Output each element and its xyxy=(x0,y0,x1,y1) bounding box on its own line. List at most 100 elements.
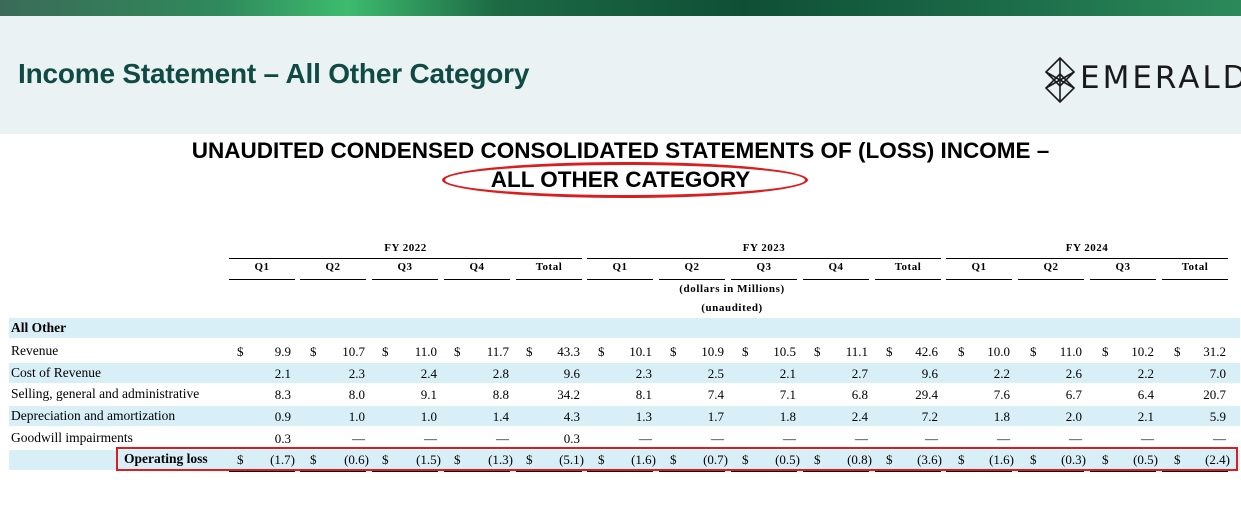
audit-note: (unaudited) xyxy=(701,302,763,314)
fiscal-year-header: FY 2022 xyxy=(384,242,427,254)
table-cell: 43.3 xyxy=(557,344,580,359)
column-header-rule xyxy=(731,279,797,280)
column-header: Total xyxy=(535,261,563,273)
table-cell: 31.2 xyxy=(1203,344,1226,359)
table-cell: 2.2 xyxy=(1137,366,1154,381)
table-cell: 34.2 xyxy=(557,387,580,402)
table-cell: 2.0 xyxy=(1065,409,1082,424)
currency-symbol: $ xyxy=(670,344,677,359)
row-label: Cost of Revenue xyxy=(11,365,101,380)
column-header-rule xyxy=(587,279,653,280)
total-cell: (1.7) xyxy=(270,452,295,467)
table-cell: — xyxy=(783,431,796,446)
table-cell: 1.4 xyxy=(492,409,509,424)
table-cell: 9.6 xyxy=(563,366,580,381)
column-header: Q1 xyxy=(612,261,628,273)
table-cell: 8.1 xyxy=(635,387,652,402)
fiscal-year-rule xyxy=(587,258,941,259)
column-header-rule xyxy=(372,279,438,280)
currency-symbol: $ xyxy=(958,452,965,467)
table-cell: 2.4 xyxy=(851,409,868,424)
table-cell: 20.7 xyxy=(1203,387,1226,402)
row-band xyxy=(9,406,1240,426)
statement-heading: UNAUDITED CONDENSED CONSOLIDATED STATEME… xyxy=(191,138,1050,163)
table-cell: 8.8 xyxy=(492,387,509,402)
table-cell: 10.9 xyxy=(701,344,724,359)
table-cell: 1.7 xyxy=(707,409,724,424)
table-cell: 8.3 xyxy=(274,387,291,402)
table-cell: 8.0 xyxy=(348,387,365,402)
fiscal-year-header: FY 2023 xyxy=(742,242,786,254)
currency-symbol: $ xyxy=(814,344,821,359)
section-band xyxy=(9,318,1240,338)
table-cell: 9.1 xyxy=(420,387,437,402)
table-cell: 10.7 xyxy=(342,344,365,359)
currency-symbol: $ xyxy=(670,452,677,467)
table-cell: 11.0 xyxy=(1059,344,1082,359)
table-cell: 6.4 xyxy=(1137,387,1154,402)
column-header-rule xyxy=(300,279,366,280)
currency-symbol: $ xyxy=(742,344,749,359)
table-cell: 11.7 xyxy=(486,344,509,359)
table-cell: 2.3 xyxy=(348,366,365,381)
table-cell: 11.0 xyxy=(414,344,437,359)
table-cell: 10.5 xyxy=(773,344,796,359)
highlight-oval xyxy=(442,162,808,198)
table-cell: — xyxy=(855,431,868,446)
table-cell: 2.8 xyxy=(492,366,509,381)
total-cell: (0.5) xyxy=(1133,452,1158,467)
page-title: Income Statement – All Other Category xyxy=(18,58,530,89)
currency-symbol: $ xyxy=(382,452,389,467)
table-cell: 2.5 xyxy=(707,366,724,381)
currency-symbol: $ xyxy=(598,452,605,467)
column-header: Q3 xyxy=(397,261,413,273)
row-label: Revenue xyxy=(11,343,59,358)
table-cell: — xyxy=(925,431,938,446)
table-cell: 2.1 xyxy=(274,366,291,381)
fiscal-year-rule xyxy=(946,258,1228,259)
table-cell: 1.0 xyxy=(348,409,365,424)
table-cell: 10.0 xyxy=(987,344,1010,359)
total-cell: (1.6) xyxy=(631,452,656,467)
currency-symbol: $ xyxy=(742,452,749,467)
currency-symbol: $ xyxy=(1102,344,1109,359)
total-cell: (0.6) xyxy=(344,452,369,467)
total-row-band xyxy=(9,450,1240,470)
table-cell: 2.6 xyxy=(1065,366,1082,381)
total-row-label: Operating loss xyxy=(124,451,208,466)
column-header: Total xyxy=(1181,261,1209,273)
column-header-rule xyxy=(946,279,1012,280)
currency-symbol: $ xyxy=(1174,344,1181,359)
currency-symbol: $ xyxy=(958,344,965,359)
table-cell: 11.1 xyxy=(845,344,868,359)
column-header: Q2 xyxy=(325,261,341,273)
table-cell: 2.2 xyxy=(993,366,1010,381)
table-cell: 1.3 xyxy=(635,409,652,424)
currency-symbol: $ xyxy=(598,344,605,359)
column-header-rule xyxy=(229,279,295,280)
currency-symbol: $ xyxy=(237,452,244,467)
column-header: Q3 xyxy=(1115,261,1131,273)
table-cell: 42.6 xyxy=(915,344,938,359)
currency-symbol: $ xyxy=(526,452,533,467)
table-cell: 7.0 xyxy=(1209,366,1226,381)
table-cell: 2.4 xyxy=(420,366,437,381)
total-cell: (0.5) xyxy=(775,452,800,467)
row-label: Goodwill impairments xyxy=(11,430,133,445)
total-cell: (0.7) xyxy=(703,452,728,467)
section-label: All Other xyxy=(11,320,67,335)
table-cell: 10.1 xyxy=(629,344,652,359)
total-cell: (1.6) xyxy=(989,452,1014,467)
column-header: Q3 xyxy=(756,261,772,273)
currency-symbol: $ xyxy=(526,344,533,359)
table-cell: 1.8 xyxy=(779,409,796,424)
top-accent-bar xyxy=(0,0,1241,16)
table-cell: 6.7 xyxy=(1065,387,1082,402)
currency-symbol: $ xyxy=(382,344,389,359)
table-cell: — xyxy=(496,431,509,446)
fiscal-year-rule xyxy=(229,258,582,259)
table-cell: 9.6 xyxy=(921,366,938,381)
currency-symbol: $ xyxy=(886,452,893,467)
table-cell: — xyxy=(997,431,1010,446)
currency-symbol: $ xyxy=(1174,452,1181,467)
